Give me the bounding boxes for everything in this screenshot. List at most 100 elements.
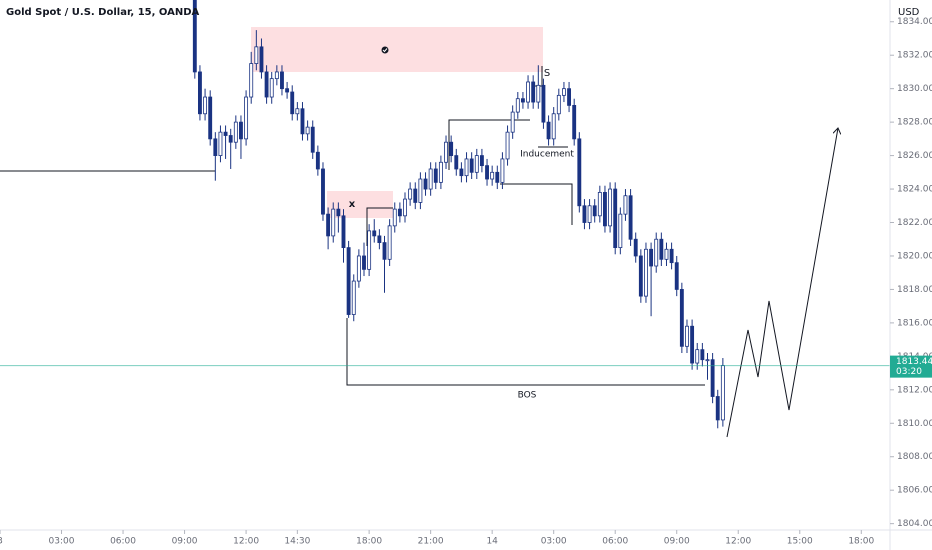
candle-body xyxy=(280,71,284,90)
candle-body xyxy=(300,108,305,135)
candle-body xyxy=(192,0,197,73)
candle-body xyxy=(387,225,392,260)
x-tick-label: 18:00 xyxy=(356,537,382,547)
candle-body xyxy=(572,105,577,140)
countdown-label: 03:20 xyxy=(896,367,922,377)
candle-body xyxy=(490,171,495,180)
y-tick-label: 1830.000 xyxy=(897,84,932,94)
y-tick-label: 1810.000 xyxy=(897,419,932,429)
candle-body xyxy=(428,168,433,190)
candle-body xyxy=(715,396,720,421)
candle-body xyxy=(623,195,628,215)
structure-line xyxy=(500,183,573,225)
check-mark xyxy=(382,48,388,53)
candle-body xyxy=(500,158,505,183)
candle-body xyxy=(408,188,413,200)
candle-body xyxy=(331,208,336,237)
structure-line xyxy=(366,207,393,246)
candle-body xyxy=(720,365,725,421)
candle-body xyxy=(259,46,264,73)
candle-body xyxy=(526,81,530,103)
candle-body xyxy=(531,81,536,103)
candle-body xyxy=(351,280,356,315)
bos-line xyxy=(346,318,705,386)
candle-body xyxy=(269,78,274,98)
chart-title: Gold Spot / U.S. Dollar, 15, OANDA xyxy=(6,7,200,18)
candle-body xyxy=(495,171,500,183)
last-price-label: 1813.445 xyxy=(896,357,932,367)
candle-body xyxy=(321,168,325,215)
candle-body xyxy=(710,359,715,397)
x-tick-label: 21:00 xyxy=(418,537,444,547)
candle-body xyxy=(664,248,669,260)
candle-body xyxy=(546,121,551,140)
candle-body xyxy=(310,126,315,153)
candle-body xyxy=(326,213,331,237)
candle-body xyxy=(608,188,613,227)
bos-label: BOS xyxy=(518,391,537,401)
candle-body xyxy=(469,158,474,173)
candle-body xyxy=(587,205,592,223)
candle-body xyxy=(603,191,607,227)
candle-body xyxy=(459,168,464,177)
candle-body xyxy=(659,238,664,260)
candle-body xyxy=(582,205,587,223)
candle-body xyxy=(479,155,484,167)
candle-body xyxy=(536,84,541,103)
y-tick-label: 1816.000 xyxy=(897,318,932,328)
candle-body xyxy=(690,325,695,364)
candle-body xyxy=(515,98,520,113)
candle-body xyxy=(633,238,638,257)
candle-body xyxy=(356,255,361,282)
candle-body xyxy=(397,208,402,217)
candle-body xyxy=(541,84,546,123)
axes: 1804.000 1806.000 1808.000 1810.000 1812.000… xyxy=(0,17,932,547)
candle-body xyxy=(510,111,515,133)
candle-body xyxy=(577,138,582,207)
candle-body xyxy=(403,198,407,217)
x-tick-label: 06:00 xyxy=(110,537,136,547)
candle-body xyxy=(454,155,459,170)
candle-body xyxy=(198,71,202,115)
candle-body xyxy=(638,255,643,297)
candle-body xyxy=(203,96,208,115)
candle-body xyxy=(382,242,387,260)
candle-body xyxy=(239,121,243,140)
candle-body xyxy=(367,230,372,270)
candle-body xyxy=(295,108,300,115)
candle-body xyxy=(285,88,290,93)
candle-body xyxy=(679,289,684,347)
last-price-box xyxy=(890,355,932,378)
projection-path xyxy=(726,128,838,438)
x-tick-label: 09:00 xyxy=(664,537,690,547)
candle-body xyxy=(228,135,233,143)
candle-body xyxy=(208,96,213,140)
y-tick-label: 1824.000 xyxy=(897,185,932,195)
candle-body xyxy=(418,178,423,203)
candle-body xyxy=(305,126,310,135)
candle-body xyxy=(362,255,366,270)
x-tick-label: 14:30 xyxy=(284,537,310,547)
y-tick-label: 1804.000 xyxy=(897,519,932,529)
candle-body xyxy=(649,248,654,267)
y-tick-label: 1818.000 xyxy=(897,285,932,295)
candle-body xyxy=(223,131,228,136)
candle-body xyxy=(520,98,525,103)
candle-body xyxy=(505,131,510,160)
y-tick-label: 1822.000 xyxy=(897,218,932,228)
y-tick-label: 1828.000 xyxy=(897,118,932,128)
candle-body xyxy=(556,94,561,115)
candle-body xyxy=(674,262,679,290)
candle-body xyxy=(567,88,572,106)
candle-body xyxy=(551,113,556,140)
candle-body xyxy=(290,91,295,115)
y-tick-label: 1812.000 xyxy=(897,385,932,395)
candle-body xyxy=(485,165,489,180)
candle-body xyxy=(438,161,443,183)
x-tick-label: 12:00 xyxy=(233,537,259,547)
candle-body xyxy=(464,158,469,177)
x-tick-label: 06:00 xyxy=(602,537,628,547)
candle-body xyxy=(413,188,418,203)
x-tick-label: 3 xyxy=(0,537,3,547)
